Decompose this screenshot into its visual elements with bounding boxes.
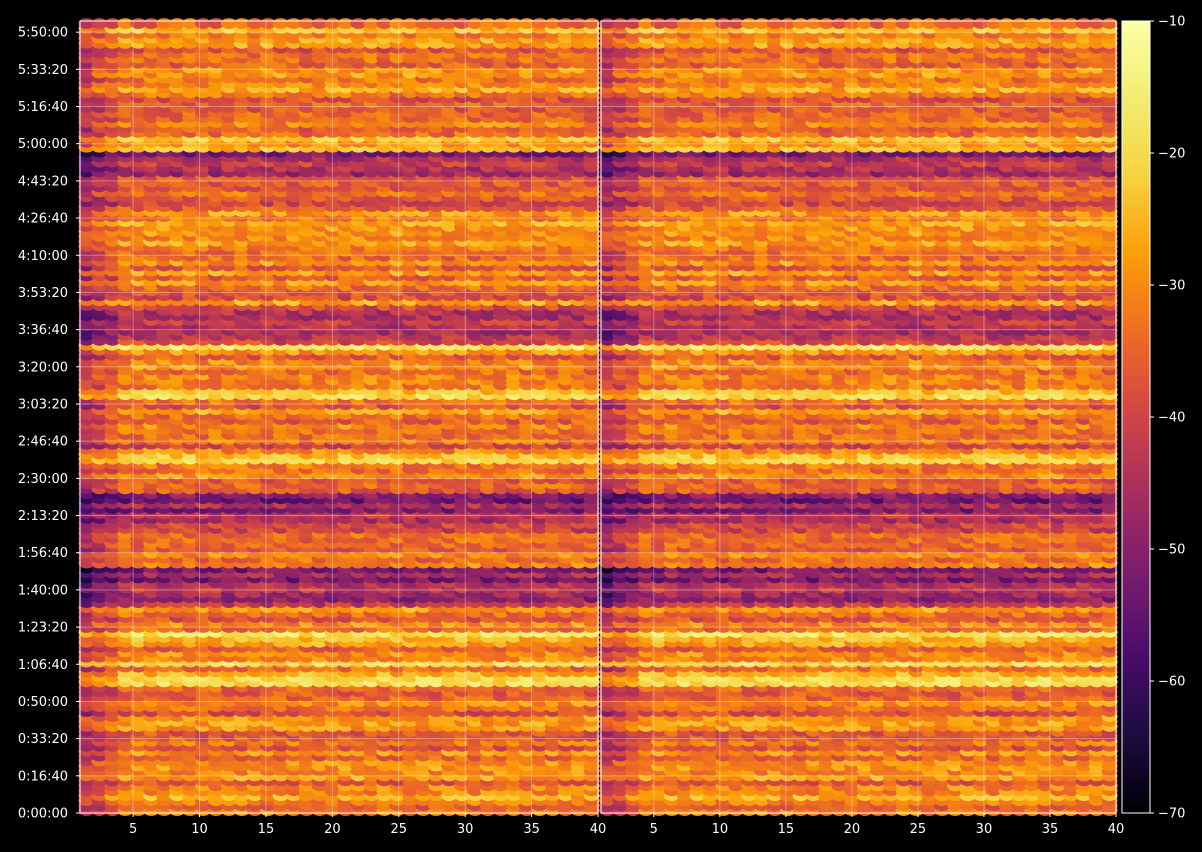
heatmap-panels bbox=[78, 18, 1118, 816]
heatmap-panel-1 bbox=[78, 18, 600, 816]
